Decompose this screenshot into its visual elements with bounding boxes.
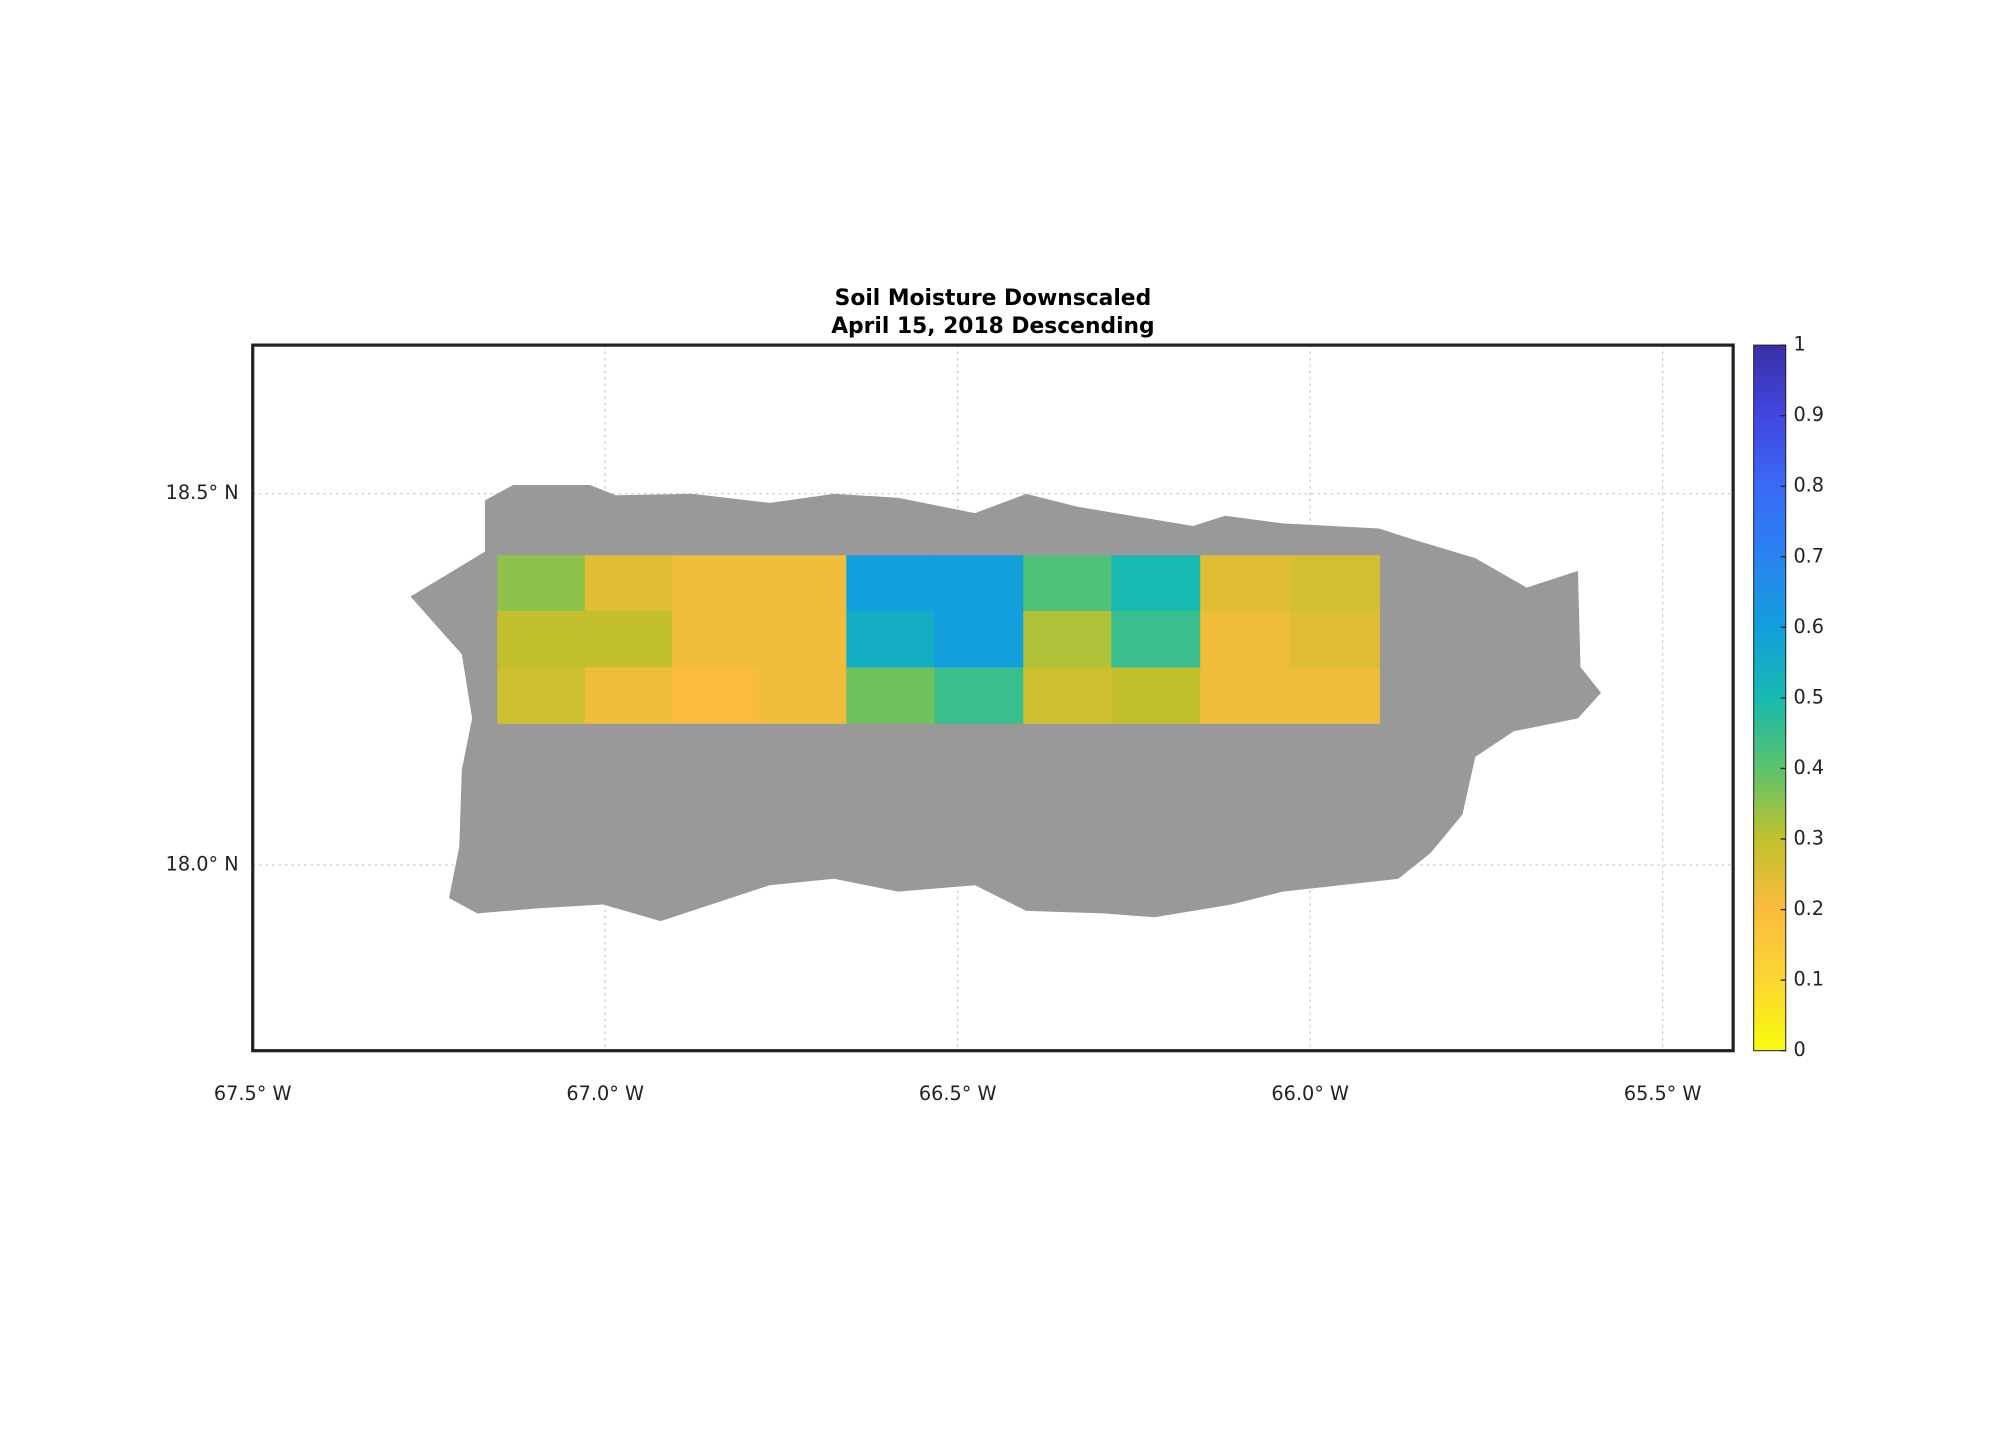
moisture-cell bbox=[497, 555, 586, 612]
moisture-cell bbox=[497, 611, 586, 669]
moisture-cell bbox=[672, 667, 760, 724]
chart-title: Soil Moisture Downscaled bbox=[835, 286, 1152, 311]
colorbar-tick-label: 0.4 bbox=[1793, 756, 1824, 779]
moisture-cell bbox=[934, 667, 1024, 724]
chart-subtitle: April 15, 2018 Descending bbox=[831, 314, 1154, 339]
moisture-cell bbox=[1200, 667, 1291, 724]
x-tick-label: 67.0° W bbox=[566, 1082, 644, 1105]
moisture-cell bbox=[934, 611, 1024, 669]
moisture-cell bbox=[1023, 667, 1113, 724]
colorbar-tick-label: 0 bbox=[1793, 1038, 1805, 1061]
colorbar-tick-label: 1 bbox=[1793, 333, 1805, 356]
colorbar-tick-label: 0.8 bbox=[1793, 474, 1824, 497]
moisture-cell bbox=[934, 555, 1024, 612]
moisture-cell bbox=[1200, 555, 1291, 612]
colorbar-tick-label: 0.6 bbox=[1793, 615, 1824, 638]
colorbar-tick-label: 0.2 bbox=[1793, 897, 1824, 920]
x-tick-label: 67.5° W bbox=[214, 1082, 292, 1105]
moisture-cell bbox=[497, 667, 586, 724]
moisture-cell bbox=[584, 667, 673, 724]
moisture-cell bbox=[1200, 611, 1291, 669]
colorbar-tick-label: 0.5 bbox=[1793, 685, 1824, 708]
moisture-cell bbox=[1289, 611, 1380, 669]
moisture-cell bbox=[758, 667, 847, 724]
moisture-cell bbox=[1289, 667, 1380, 724]
y-tick-label: 18.5° N bbox=[166, 481, 239, 504]
moisture-cell bbox=[846, 611, 936, 669]
moisture-cell bbox=[672, 611, 760, 669]
colorbar-tick-label: 0.7 bbox=[1793, 544, 1824, 567]
x-tick-label: 65.5° W bbox=[1624, 1082, 1702, 1105]
colorbar-tick-label: 0.9 bbox=[1793, 403, 1824, 426]
plot-frame bbox=[251, 343, 1735, 1053]
colorbar-tick-label: 0.3 bbox=[1793, 827, 1824, 850]
moisture-cell bbox=[584, 555, 673, 612]
moisture-cell bbox=[1289, 555, 1380, 612]
moisture-cell bbox=[1111, 611, 1201, 669]
x-tick-label: 66.0° W bbox=[1271, 1082, 1349, 1105]
moisture-cell bbox=[758, 555, 847, 612]
x-tick-label: 66.5° W bbox=[919, 1082, 997, 1105]
y-tick-label: 18.0° N bbox=[166, 853, 239, 876]
moisture-cell bbox=[1023, 555, 1113, 612]
moisture-cell bbox=[1111, 555, 1201, 612]
moisture-cell bbox=[672, 555, 760, 612]
moisture-cell bbox=[846, 667, 936, 724]
moisture-cell bbox=[846, 555, 936, 612]
moisture-cell bbox=[584, 611, 673, 669]
moisture-cell bbox=[758, 611, 847, 669]
moisture-cell bbox=[1111, 667, 1201, 724]
colorbar-tick-label: 0.1 bbox=[1793, 968, 1824, 991]
moisture-cell bbox=[1023, 611, 1113, 669]
